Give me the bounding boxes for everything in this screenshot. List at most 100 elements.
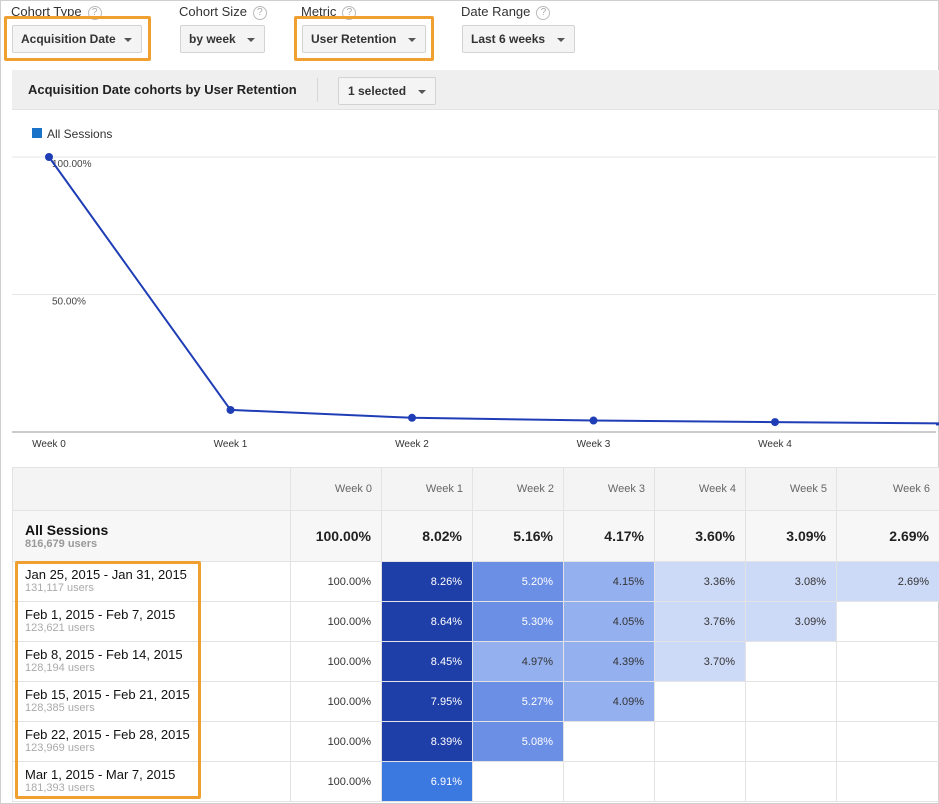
chevron-down-icon (418, 90, 426, 94)
total-value: 3.09% (745, 510, 837, 562)
cohort-table: Week 0 Week 1 Week 2 Week 3 Week 4 Week … (12, 467, 939, 802)
column-header[interactable]: Week 3 (563, 467, 655, 511)
cohort-value-cell: 100.00% (290, 681, 382, 722)
cohort-value-cell: 3.36% (654, 561, 746, 602)
column-header[interactable]: Week 4 (654, 467, 746, 511)
empty-cell (745, 681, 837, 722)
empty-cell (563, 721, 655, 762)
cohort-value-cell: 4.05% (563, 601, 655, 642)
chevron-down-icon (124, 38, 132, 42)
table-row[interactable]: Feb 1, 2015 - Feb 7, 2015 123,621 users 10… (12, 601, 939, 642)
cohort-value-cell: 5.08% (472, 721, 564, 762)
cohort-value-cell: 5.30% (472, 601, 564, 642)
x-tick-label: Week 3 (577, 439, 611, 450)
total-row: All Sessions 816,679 users 100.00% 8.02%… (12, 510, 939, 562)
cohort-type-dropdown[interactable]: Acquisition Date (12, 25, 142, 53)
cohort-name: Feb 22, 2015 - Feb 28, 2015 (25, 727, 190, 742)
column-header[interactable]: Week 1 (381, 467, 473, 511)
empty-cell (745, 721, 837, 762)
empty-cell (745, 761, 837, 802)
cohort-name: Feb 15, 2015 - Feb 21, 2015 (25, 687, 190, 702)
empty-cell (745, 641, 837, 682)
data-point (771, 418, 779, 427)
empty-cell (654, 761, 746, 802)
total-users: 816,679 users (25, 538, 98, 550)
empty-cell (836, 721, 939, 762)
cohort-value-cell: 5.27% (472, 681, 564, 722)
table-row[interactable]: Jan 25, 2015 - Jan 31, 2015 131,117 users… (12, 561, 939, 602)
cohort-value-cell: 100.00% (290, 721, 382, 762)
cohort-name: Mar 1, 2015 - Mar 7, 2015 (25, 767, 176, 782)
help-icon[interactable]: ? (87, 6, 102, 20)
cohort-value-cell: 5.20% (472, 561, 564, 602)
chevron-down-icon (408, 38, 416, 42)
column-header[interactable]: Week 2 (472, 467, 564, 511)
cohort-value-cell: 3.76% (654, 601, 746, 642)
legend-label: All Sessions (47, 127, 112, 141)
cohort-value-cell: 2.69% (836, 561, 939, 602)
help-icon[interactable]: ? (252, 6, 267, 20)
cohort-value-cell: 4.15% (563, 561, 655, 602)
empty-cell (836, 681, 939, 722)
help-icon[interactable]: ? (536, 6, 551, 20)
data-point (226, 405, 235, 414)
metric-dropdown[interactable]: User Retention (302, 25, 426, 53)
table-row[interactable]: Mar 1, 2015 - Mar 7, 2015 181,393 users 10… (12, 761, 939, 802)
empty-cell (654, 681, 746, 722)
control-label: Metric? (301, 4, 357, 20)
header-cell (12, 467, 291, 511)
cohort-value-cell: 3.70% (654, 641, 746, 682)
series-selector-dropdown[interactable]: 1 selected (338, 77, 436, 105)
table-row[interactable]: Feb 8, 2015 - Feb 14, 2015 128,194 users 1… (12, 641, 939, 682)
cohort-value-cell: 4.39% (563, 641, 655, 682)
empty-cell (472, 761, 564, 802)
cohort-users: 123,969 users (25, 742, 95, 754)
data-point (408, 413, 416, 422)
cohort-size-dropdown[interactable]: by week (180, 25, 265, 53)
cohort-value-cell: 4.09% (563, 681, 655, 722)
column-header[interactable]: Week 5 (745, 467, 837, 511)
total-value: 100.00% (290, 510, 382, 562)
cohort-value-cell: 3.09% (745, 601, 837, 642)
cohort-users: 123,621 users (25, 622, 95, 634)
cohort-name: Jan 25, 2015 - Jan 31, 2015 (25, 567, 187, 582)
table-header-row: Week 0 Week 1 Week 2 Week 3 Week 4 Week … (12, 467, 939, 511)
help-icon[interactable]: ? (342, 6, 357, 20)
cohort-value-cell: 8.26% (381, 561, 473, 602)
control-label: Date Range? (461, 4, 551, 20)
x-tick-label: Week 0 (32, 439, 66, 450)
empty-cell (836, 761, 939, 802)
cohort-value-cell: 100.00% (290, 601, 382, 642)
cohort-value-cell: 100.00% (290, 561, 382, 602)
date-range-dropdown[interactable]: Last 6 weeks (462, 25, 575, 53)
retention-line-chart: All Sessions 100.00% 50.00% Week 0 Week 1 Wee… (12, 127, 939, 450)
column-header[interactable]: Week 6 (836, 467, 939, 511)
x-tick-label: Week 2 (395, 439, 429, 450)
cohort-label-cell: Mar 1, 2015 - Mar 7, 2015 181,393 users (12, 761, 291, 802)
cohort-users: 131,117 users (25, 582, 94, 594)
column-header[interactable]: Week 0 (290, 467, 382, 511)
cohort-value-cell: 8.64% (381, 601, 473, 642)
x-tick-label: Week 1 (214, 439, 248, 450)
empty-cell (654, 721, 746, 762)
highlight-box (15, 561, 201, 799)
cohort-name: Feb 1, 2015 - Feb 7, 2015 (25, 607, 176, 622)
total-value: 4.17% (563, 510, 655, 562)
cohort-value-cell: 7.95% (381, 681, 473, 722)
total-label-cell: All Sessions 816,679 users (12, 510, 291, 562)
chart-header: Acquisition Date cohorts by User Retenti… (12, 70, 939, 110)
cohort-name: Feb 8, 2015 - Feb 14, 2015 (25, 647, 183, 662)
cohort-value-cell: 3.08% (745, 561, 837, 602)
empty-cell (836, 641, 939, 682)
cohort-value-cell: 100.00% (290, 761, 382, 802)
cohort-users: 128,385 users (25, 702, 95, 714)
x-tick-label: Week 4 (758, 439, 792, 450)
series-line (48, 156, 939, 426)
total-value: 2.69% (836, 510, 939, 562)
cohort-users: 181,393 users (25, 782, 95, 794)
y-tick-label: 100.00% (52, 159, 92, 170)
total-value: 3.60% (654, 510, 746, 562)
cohort-value-cell: 8.45% (381, 641, 473, 682)
empty-cell (563, 761, 655, 802)
table-row[interactable]: Feb 15, 2015 - Feb 21, 2015 128,385 users… (12, 681, 939, 722)
